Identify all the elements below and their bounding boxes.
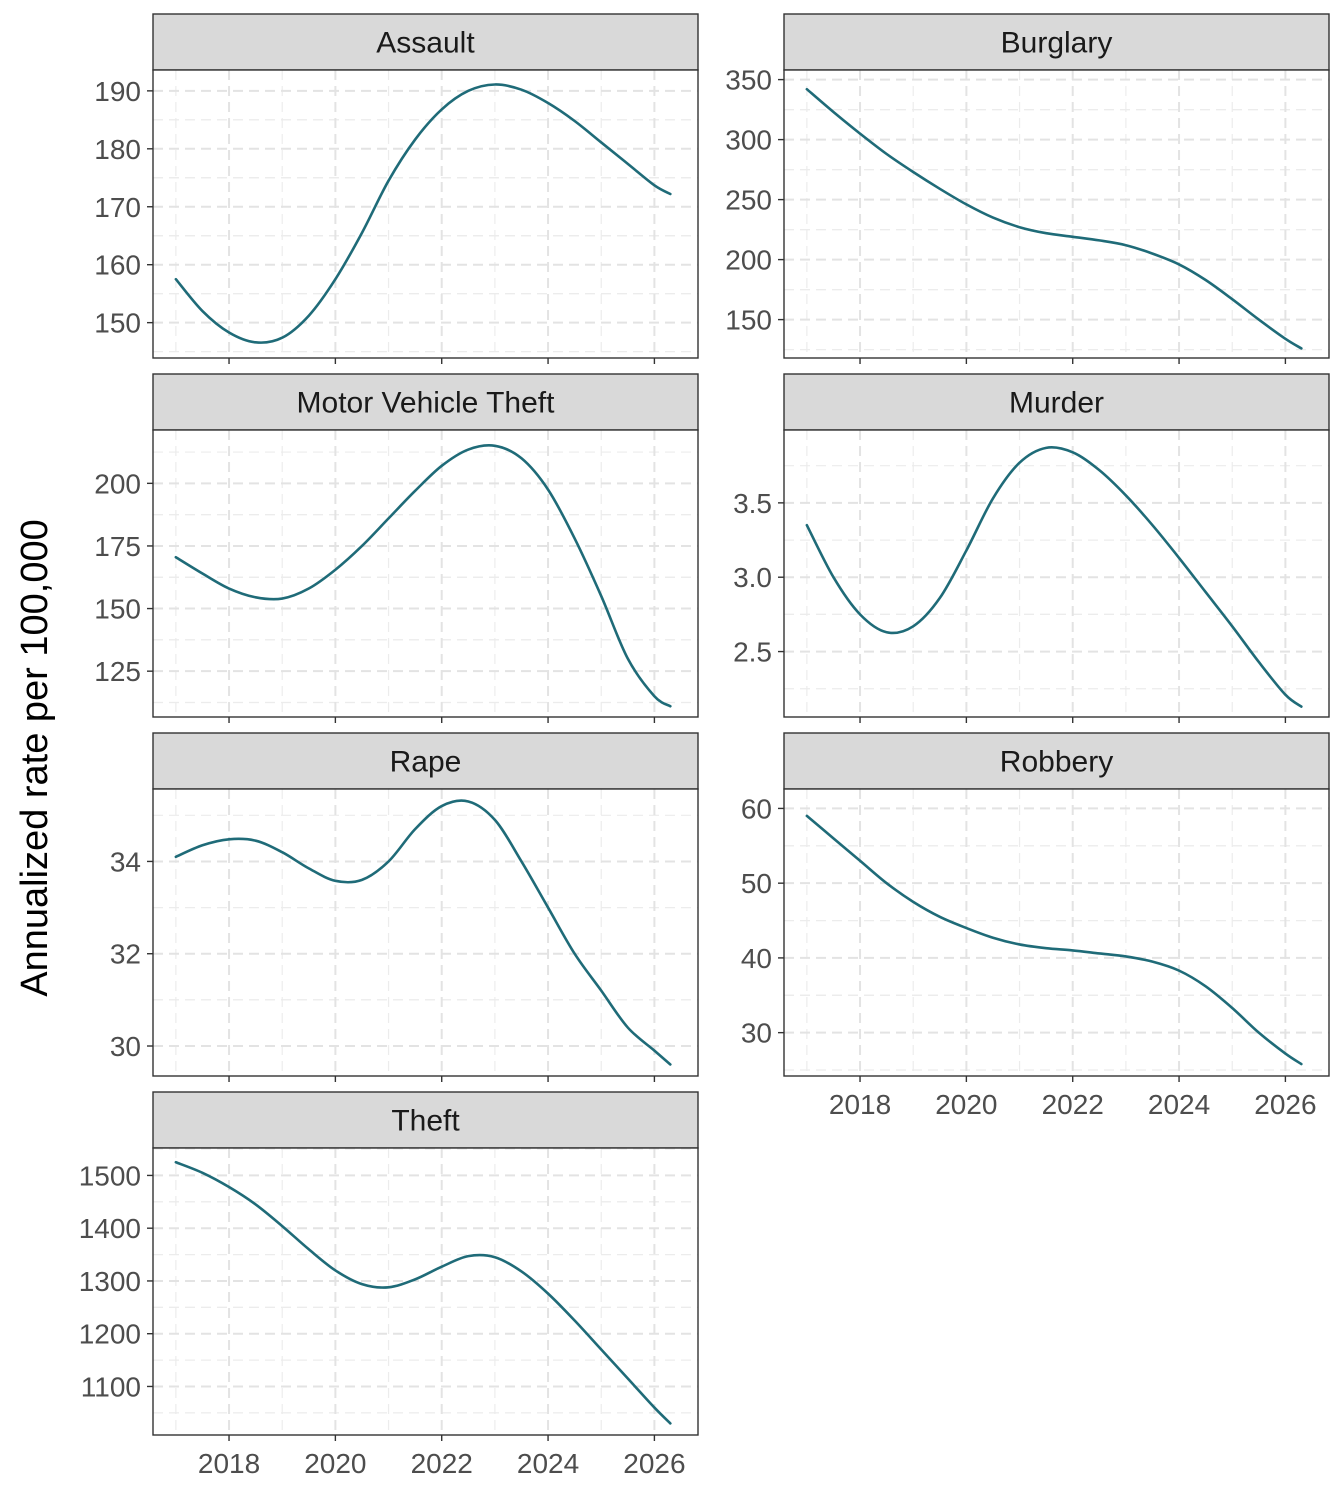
- plot-background: [153, 789, 698, 1076]
- y-tick-label: 190: [94, 76, 141, 107]
- y-tick-label: 175: [94, 531, 141, 562]
- panel-robbery: Robbery 30 40 50 60 2018 2020 2022 2024 2026: [741, 732, 1330, 1120]
- x-tick-label: 2022: [411, 1448, 473, 1479]
- y-tick-label: 180: [94, 134, 141, 165]
- y-axis-title: Annualized rate per 100,000: [14, 519, 56, 996]
- facet-strip: [152, 1091, 699, 1149]
- y-tick-label: 300: [725, 125, 772, 156]
- y-tick-label: 50: [741, 868, 772, 899]
- x-tick-label: 2020: [304, 1448, 366, 1479]
- panel-rape: Rape 30 32 34: [110, 732, 699, 1082]
- panel-border: [152, 788, 699, 1077]
- panel-border: [783, 788, 1330, 1077]
- panel-motor-vehicle-theft: Motor Vehicle Theft 125 150 175 200: [94, 373, 699, 723]
- facet-strip: [783, 373, 1330, 431]
- y-tick-label: 1200: [79, 1319, 141, 1350]
- facet-strip: [152, 13, 699, 71]
- panel-border: [152, 429, 699, 718]
- y-tick-label: 170: [94, 192, 141, 223]
- panel-theft: Theft 1100 1200 1300 1400 1500 2018 2020 2022 202…: [79, 1091, 699, 1479]
- x-tick-label: 2020: [935, 1089, 997, 1120]
- y-tick-label: 30: [110, 1031, 141, 1062]
- panel-burglary: Burglary 150 200 250 300 350: [725, 13, 1330, 364]
- y-tick-label: 30: [741, 1018, 772, 1049]
- facet-strip: [152, 373, 699, 431]
- facet-title: Murder: [1009, 387, 1104, 420]
- y-tick-label: 3.5: [733, 488, 772, 519]
- y-tick-label: 60: [741, 793, 772, 824]
- plot-background: [784, 789, 1329, 1076]
- y-tick-label: 32: [110, 939, 141, 970]
- y-tick-label: 200: [725, 245, 772, 276]
- x-tick-label: 2024: [1148, 1089, 1210, 1120]
- facet-title: Assault: [376, 27, 475, 60]
- y-tick-label: 3.0: [733, 562, 772, 593]
- panels-layer: Assault 150 160 170 180 190 Burglary 150 200 250 3…: [79, 13, 1330, 1479]
- y-tick-label: 160: [94, 250, 141, 281]
- plot-background: [153, 430, 698, 717]
- plot-background: [153, 70, 698, 358]
- y-tick-label: 200: [94, 468, 141, 499]
- panel-assault: Assault 150 160 170 180 190: [94, 13, 699, 364]
- series-line-motor-vehicle-theft: [174, 443, 672, 708]
- panel-border: [783, 69, 1330, 359]
- facet-strip: [783, 13, 1330, 71]
- series-line-theft: [174, 1160, 672, 1425]
- y-tick-label: 1100: [81, 1371, 141, 1402]
- facet-title: Burglary: [1001, 27, 1113, 60]
- panel-murder: Murder 2.5 3.0 3.5: [733, 373, 1330, 723]
- facet-strip: [152, 732, 699, 790]
- panel-border: [152, 69, 699, 359]
- x-tick-label: 2026: [623, 1448, 685, 1479]
- y-tick-label: 34: [110, 846, 141, 877]
- y-tick-label: 250: [725, 185, 772, 216]
- facet-title: Robbery: [1000, 746, 1113, 779]
- y-tick-label: 2.5: [733, 637, 772, 668]
- y-tick-label: 1300: [79, 1266, 141, 1297]
- plot-background: [784, 70, 1329, 358]
- series-line-rape: [174, 799, 672, 1066]
- y-tick-label: 40: [741, 943, 772, 974]
- x-tick-label: 2022: [1042, 1089, 1104, 1120]
- y-tick-label: 150: [725, 305, 772, 336]
- panel-border: [783, 429, 1330, 718]
- series-line-burglary: [805, 87, 1303, 350]
- y-tick-label: 1500: [79, 1160, 141, 1191]
- y-tick-label: 1400: [79, 1213, 141, 1244]
- x-tick-label: 2026: [1254, 1089, 1316, 1120]
- plot-background: [784, 430, 1329, 717]
- y-tick-label: 150: [94, 594, 141, 625]
- facet-title: Motor Vehicle Theft: [297, 387, 556, 420]
- series-line-murder: [805, 445, 1303, 708]
- facet-title: Theft: [391, 1105, 460, 1138]
- x-tick-label: 2018: [198, 1448, 260, 1479]
- y-tick-label: 150: [94, 308, 141, 339]
- facet-title: Rape: [390, 746, 462, 779]
- series-line-robbery: [805, 814, 1303, 1066]
- x-tick-label: 2018: [829, 1089, 891, 1120]
- series-line-assault: [174, 83, 672, 344]
- y-tick-label: 350: [725, 65, 772, 96]
- x-tick-label: 2024: [517, 1448, 579, 1479]
- y-tick-label: 125: [94, 656, 141, 687]
- panel-border: [152, 1147, 699, 1436]
